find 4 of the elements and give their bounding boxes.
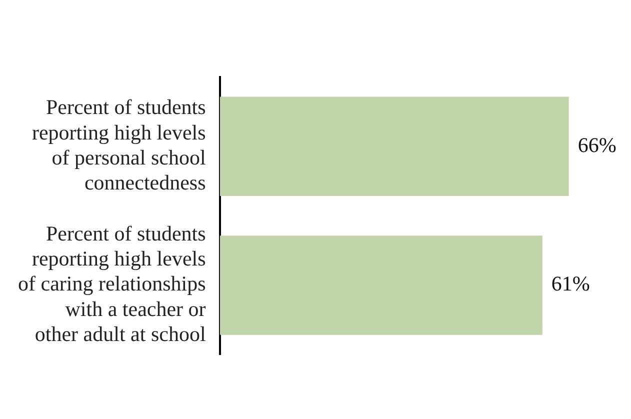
y-tick-label: Percent of students reporting high levels of personal school connectedness — [32, 95, 206, 195]
y-tick-label: Percent of students reporting high levels of caring relationships with a teacher or other adult at school — [18, 221, 206, 346]
data-label: 66% — [578, 132, 616, 157]
data-label: 61% — [551, 272, 590, 296]
